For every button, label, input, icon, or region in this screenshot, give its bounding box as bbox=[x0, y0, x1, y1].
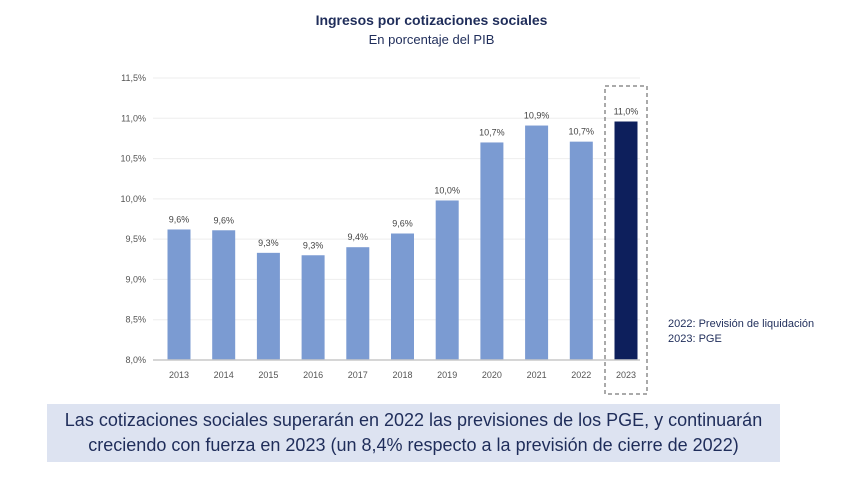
note-2022: 2022: Previsión de liquidación bbox=[668, 318, 815, 330]
data-label: 10,7% bbox=[569, 127, 595, 137]
data-label: 9,3% bbox=[303, 240, 324, 250]
bar-2014 bbox=[212, 230, 236, 360]
callout-line-2: creciendo con fuerza en 2023 (un 8,4% re… bbox=[88, 435, 739, 455]
chart-title: Ingresos por cotizaciones sociales bbox=[315, 12, 548, 28]
data-label: 9,3% bbox=[258, 238, 279, 248]
bar-2016 bbox=[301, 255, 325, 360]
callout-line-1: Las cotizaciones sociales superarán en 2… bbox=[64, 410, 763, 430]
bar-2023 bbox=[614, 121, 638, 360]
x-tick-label: 2020 bbox=[482, 370, 502, 380]
data-label: 11,0% bbox=[614, 107, 639, 117]
bar-2018 bbox=[391, 233, 414, 360]
data-label: 10,0% bbox=[434, 185, 460, 195]
data-label: 9,6% bbox=[213, 215, 234, 225]
bar-2021 bbox=[525, 125, 549, 360]
x-tick-label: 2017 bbox=[348, 370, 368, 380]
data-label: 10,7% bbox=[479, 127, 505, 137]
highlight-box bbox=[604, 85, 648, 395]
y-tick-label: 9,0% bbox=[125, 274, 146, 284]
data-label: 10,9% bbox=[524, 111, 550, 121]
x-tick-label: 2015 bbox=[258, 370, 278, 380]
x-tick-label: 2021 bbox=[527, 370, 547, 380]
bar-2015 bbox=[256, 252, 280, 360]
x-tick-label: 2023 bbox=[616, 370, 636, 380]
x-tick-label: 2013 bbox=[169, 370, 189, 380]
bar-2013 bbox=[167, 229, 191, 360]
y-tick-label: 10,5% bbox=[120, 154, 146, 164]
y-tick-label: 11,5% bbox=[121, 73, 146, 83]
x-tick-label: 2014 bbox=[214, 370, 234, 380]
callout-box: Las cotizaciones sociales superarán en 2… bbox=[47, 404, 780, 462]
data-label: 9,6% bbox=[392, 219, 413, 229]
chart-subtitle: En porcentaje del PIB bbox=[368, 32, 495, 47]
x-tick-label: 2022 bbox=[571, 370, 591, 380]
data-label: 9,6% bbox=[169, 214, 190, 224]
y-tick-label: 8,0% bbox=[125, 355, 146, 365]
x-tick-label: 2016 bbox=[303, 370, 323, 380]
x-tick-label: 2018 bbox=[392, 370, 412, 380]
x-tick-label: 2019 bbox=[437, 370, 457, 380]
note-2023: 2023: PGE bbox=[668, 333, 722, 345]
bar-2019 bbox=[435, 200, 459, 360]
data-label: 9,4% bbox=[348, 232, 369, 242]
y-tick-label: 10,0% bbox=[120, 194, 146, 204]
bar-2022 bbox=[569, 141, 593, 360]
bar-2020 bbox=[480, 142, 504, 360]
bar-2017 bbox=[346, 247, 370, 360]
y-tick-label: 11,0% bbox=[121, 113, 146, 123]
y-tick-label: 8,5% bbox=[125, 315, 146, 325]
y-tick-label: 9,5% bbox=[125, 234, 146, 244]
